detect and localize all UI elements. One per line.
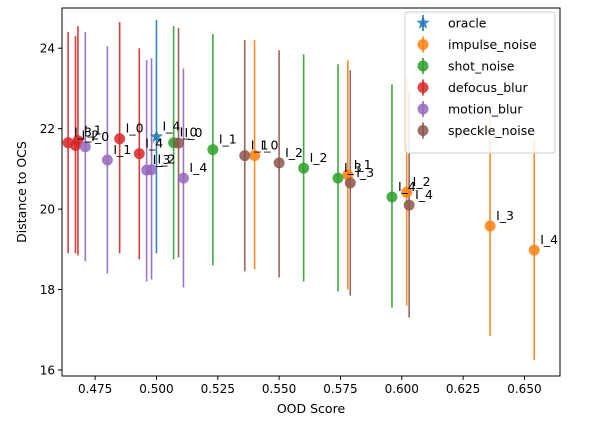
point-label-impulse_noise-0: I_0 bbox=[261, 138, 279, 153]
point-impulse_noise-0 bbox=[249, 150, 261, 162]
point-motion_blur-3 bbox=[141, 164, 153, 176]
point-speckle_noise-4 bbox=[403, 199, 415, 211]
point-label-shot_noise-2: I_2 bbox=[310, 150, 328, 165]
y-tick-label: 18 bbox=[40, 283, 55, 297]
x-tick-label: 0.475 bbox=[78, 382, 112, 396]
point-label-defocus_blur-0: I_0 bbox=[126, 121, 144, 136]
point-label-shot_noise-0: I_0 bbox=[180, 125, 198, 140]
legend-label-defocus_blur: defocus_blur bbox=[448, 80, 529, 95]
legend-marker-oracle bbox=[416, 16, 430, 29]
legend-box bbox=[404, 11, 556, 154]
point-motion_blur-0 bbox=[79, 141, 91, 153]
y-tick-label: 24 bbox=[40, 42, 55, 56]
point-oracle-0 bbox=[149, 129, 164, 143]
point-label-shot_noise-4: I_4 bbox=[398, 179, 416, 194]
point-label-motion_blur-1: I_1 bbox=[113, 142, 131, 157]
x-tick-label: 0.650 bbox=[507, 382, 541, 396]
point-label-impulse_noise-3: I_3 bbox=[496, 208, 514, 223]
legend-marker-defocus_blur bbox=[417, 82, 429, 93]
y-tick-label: 16 bbox=[40, 363, 55, 377]
point-impulse_noise-4 bbox=[528, 244, 540, 256]
legend-label-speckle_noise: speckle_noise bbox=[448, 123, 535, 138]
point-label-speckle_noise-2: I_2 bbox=[285, 145, 303, 160]
point-label-impulse_noise-4: I_4 bbox=[540, 232, 558, 247]
point-speckle_noise-0 bbox=[173, 137, 185, 149]
legend-label-motion_blur: motion_blur bbox=[448, 102, 523, 117]
legend-label-shot_noise: shot_noise bbox=[448, 59, 515, 74]
plot-frame bbox=[61, 7, 561, 377]
point-label-speckle_noise-4: I_4 bbox=[415, 187, 433, 202]
legend-label-impulse_noise: impulse_noise bbox=[448, 37, 537, 52]
legend-marker-shot_noise bbox=[417, 60, 429, 72]
x-tick-label: 0.575 bbox=[323, 382, 357, 396]
data-points bbox=[62, 129, 540, 256]
point-speckle_noise-2 bbox=[273, 157, 285, 169]
point-label-motion_blur-4: I_4 bbox=[189, 160, 207, 175]
point-speckle_noise-3 bbox=[344, 177, 356, 189]
point-label-defocus_blur-4: I_4 bbox=[145, 136, 163, 151]
legend: oracle impulse_noise shot_noise defocus_blu… bbox=[404, 11, 556, 154]
point-shot_noise-4 bbox=[386, 191, 398, 203]
point-shot_noise-1 bbox=[207, 144, 219, 156]
x-tick-label: 0.550 bbox=[262, 382, 296, 396]
point-label-impulse_noise-2: I_2 bbox=[413, 174, 431, 189]
point-defocus_blur-4 bbox=[133, 148, 145, 160]
point-label-impulse_noise-1: I_1 bbox=[354, 157, 372, 172]
point-defocus_blur-3 bbox=[62, 137, 74, 149]
point-label-defocus_blur-1: I_1 bbox=[84, 123, 102, 138]
legend-marker-speckle_noise bbox=[417, 125, 429, 136]
point-shot_noise-3 bbox=[332, 172, 344, 184]
x-tick-label: 0.525 bbox=[201, 382, 235, 396]
point-impulse_noise-2 bbox=[401, 186, 413, 198]
x-tick-label: 0.600 bbox=[385, 382, 419, 396]
point-label-defocus_blur-3: I_3 bbox=[74, 125, 92, 140]
point-label-speckle_noise-3: I_3 bbox=[356, 165, 374, 180]
point-label-oracle-0: I_4 bbox=[162, 119, 180, 134]
x-tick-label: 0.625 bbox=[446, 382, 480, 396]
point-label-speckle_noise-0: I_0 bbox=[185, 125, 203, 140]
point-labels: I_4I_0I_1I_2I_3I_4I_0 I_1I_2I_3I_4I_0I_1I… bbox=[74, 119, 558, 247]
legend-marker-impulse_noise bbox=[417, 39, 429, 50]
x-axis-ticks: 0.475 0.500 0.525 0.550 0.575 0.600 0.625 0.650 bbox=[78, 376, 542, 396]
point-impulse_noise-3 bbox=[484, 220, 496, 232]
legend-marker-motion_blur bbox=[417, 103, 429, 115]
point-defocus_blur-0 bbox=[114, 133, 126, 145]
y-tick-label: 20 bbox=[40, 203, 55, 217]
point-label-speckle_noise-1: I_1 bbox=[251, 138, 269, 153]
point-motion_blur-1 bbox=[101, 154, 113, 166]
point-label-defocus_blur-2: I_2 bbox=[81, 128, 99, 143]
x-tick-label: 0.500 bbox=[139, 382, 173, 396]
point-label-shot_noise-1: I_1 bbox=[219, 132, 237, 147]
point-label-motion_blur-3: I_3 bbox=[153, 152, 171, 167]
y-axis-label: Distance to OCS bbox=[14, 141, 29, 243]
x-axis-label: OOD Score bbox=[277, 401, 346, 416]
y-axis-ticks: 16 18 20 22 24 bbox=[40, 42, 62, 377]
point-label-motion_blur-2: I_2 bbox=[158, 152, 176, 167]
point-label-motion_blur-0: I_0 bbox=[91, 129, 109, 144]
point-label-shot_noise-3: I_3 bbox=[344, 160, 362, 175]
point-motion_blur-4 bbox=[177, 172, 189, 184]
y-tick-label: 22 bbox=[40, 122, 55, 136]
point-speckle_noise-1 bbox=[239, 150, 251, 162]
legend-label-oracle: oracle bbox=[448, 16, 487, 31]
point-shot_noise-2 bbox=[298, 162, 310, 174]
